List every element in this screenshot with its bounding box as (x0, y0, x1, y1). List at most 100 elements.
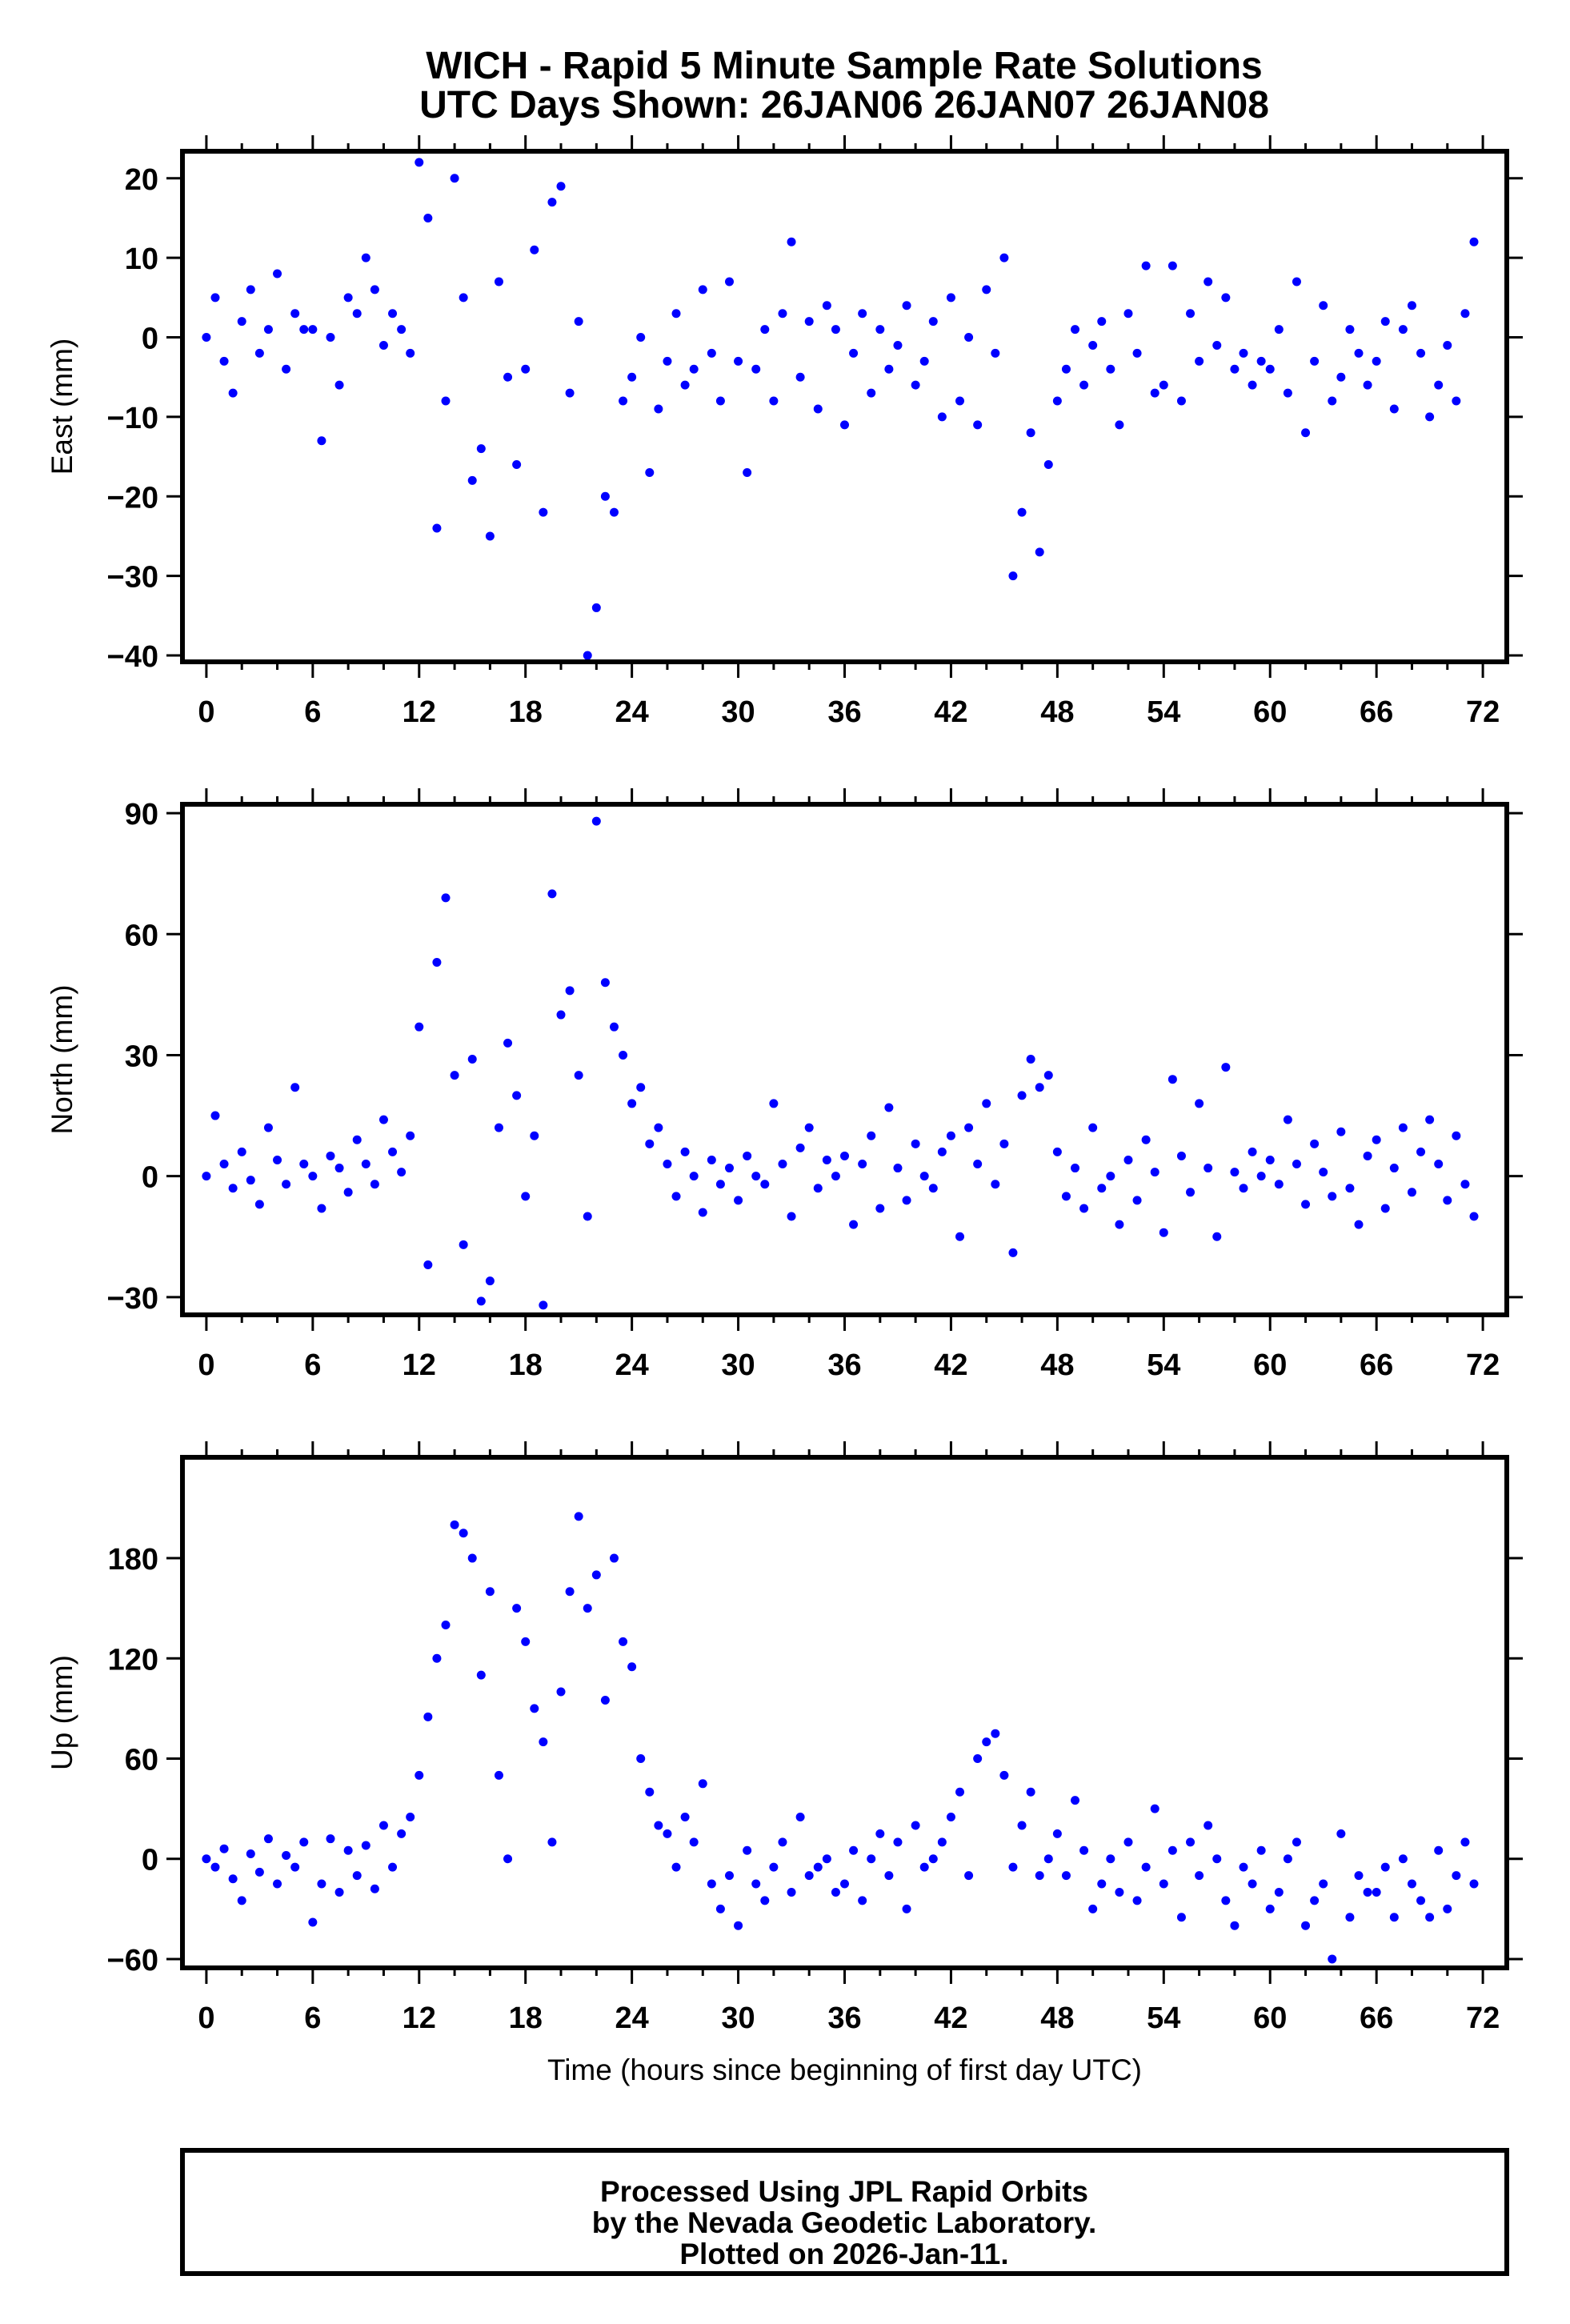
data-point (1212, 1854, 1222, 1864)
data-point (521, 1637, 531, 1646)
data-point (539, 507, 548, 517)
data-point (911, 1821, 920, 1830)
data-point (707, 1879, 716, 1889)
data-point (955, 1232, 965, 1241)
data-point (849, 348, 859, 358)
data-point (1195, 1099, 1204, 1108)
data-point (246, 285, 255, 295)
data-point (999, 253, 1009, 262)
y-tick-label: 0 (142, 1844, 158, 1877)
data-point (583, 1212, 592, 1221)
data-point (1460, 1180, 1470, 1189)
data-point (388, 1862, 398, 1872)
data-point (619, 1050, 628, 1060)
data-point (1434, 1845, 1444, 1855)
data-point (1106, 1854, 1115, 1864)
data-point (964, 333, 974, 343)
data-point (999, 1770, 1009, 1780)
data-point (1239, 348, 1248, 358)
data-point (503, 1038, 513, 1048)
data-point (1186, 1837, 1196, 1847)
data-point (1204, 1821, 1213, 1830)
data-point (282, 1851, 291, 1861)
data-point (254, 1200, 264, 1209)
north-points (202, 816, 1479, 1310)
data-point (591, 1570, 601, 1580)
data-point (1407, 1879, 1416, 1889)
data-point (999, 1139, 1009, 1148)
data-point (459, 1529, 468, 1538)
data-point (1159, 1228, 1168, 1237)
data-point (991, 1180, 1000, 1189)
data-point (778, 1160, 787, 1169)
data-point (707, 1155, 716, 1164)
data-point (352, 1135, 362, 1144)
data-point (1061, 364, 1071, 374)
data-point (246, 1176, 255, 1185)
data-point (290, 1083, 300, 1092)
data-point (964, 1871, 974, 1881)
data-point (1336, 1829, 1346, 1838)
data-point (724, 277, 734, 286)
data-point (334, 1887, 344, 1897)
data-point (503, 372, 513, 382)
data-point (1071, 1164, 1080, 1173)
x-tick-label: 24 (615, 695, 648, 729)
data-point (1150, 1804, 1159, 1813)
data-point (795, 1813, 805, 1822)
data-point (1115, 420, 1124, 430)
data-point (1469, 1879, 1479, 1889)
data-point (991, 1729, 1000, 1738)
data-point (1204, 1164, 1213, 1173)
data-point (370, 285, 379, 295)
y-tick-label: 120 (108, 1643, 158, 1677)
data-point (955, 1787, 965, 1797)
data-point (849, 1220, 859, 1229)
data-point (778, 309, 787, 319)
data-point (1017, 1091, 1027, 1100)
data-point (787, 1212, 796, 1221)
data-point (1398, 325, 1408, 335)
data-point (1035, 547, 1044, 557)
data-point (1319, 1879, 1328, 1889)
data-point (743, 1151, 752, 1160)
data-point (893, 1164, 903, 1173)
data-point (1008, 1862, 1018, 1872)
data-point (1230, 1168, 1240, 1177)
data-point (680, 380, 690, 390)
data-point (441, 1621, 451, 1630)
data-point (1026, 1787, 1035, 1797)
data-point (476, 1670, 486, 1680)
data-point (1176, 1151, 1186, 1160)
data-point (282, 364, 291, 374)
data-point (299, 325, 309, 335)
data-point (1443, 1904, 1452, 1913)
data-point (1336, 372, 1346, 382)
data-point (1212, 1232, 1222, 1241)
data-point (1106, 1172, 1115, 1181)
data-point (202, 1172, 211, 1181)
data-point (751, 1172, 761, 1181)
data-point (822, 1854, 831, 1864)
data-point (1336, 1127, 1346, 1136)
data-point (760, 325, 770, 335)
data-point (1141, 1862, 1151, 1872)
data-point (583, 1604, 592, 1613)
x-tick-label: 48 (1040, 1348, 1074, 1382)
x-tick-label: 12 (403, 1348, 436, 1382)
data-point (530, 245, 539, 254)
x-tick-label: 66 (1360, 695, 1393, 729)
up-points (202, 1512, 1479, 1964)
data-point (290, 309, 300, 319)
data-point (556, 1010, 566, 1020)
data-point (273, 269, 282, 278)
data-point (600, 978, 610, 988)
data-point (911, 380, 920, 390)
data-point (317, 436, 326, 446)
data-point (388, 1147, 398, 1156)
y-tick-label: 0 (142, 323, 158, 356)
data-point (530, 1131, 539, 1140)
data-point (503, 1854, 513, 1864)
data-point (919, 1862, 929, 1872)
